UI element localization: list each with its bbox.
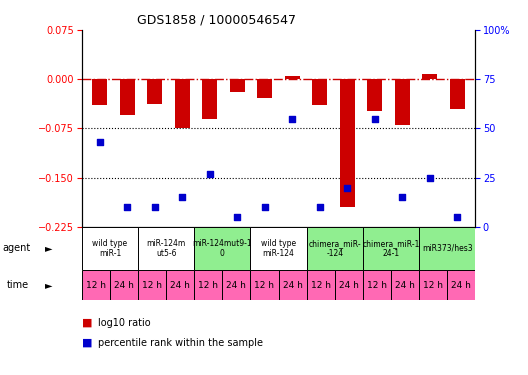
Bar (110, 270, 138, 300)
Text: log10 ratio: log10 ratio (98, 318, 150, 327)
Text: percentile rank within the sample: percentile rank within the sample (98, 338, 263, 348)
Bar (447, 270, 475, 300)
Bar (82, 270, 110, 300)
Text: 24 h: 24 h (282, 280, 303, 290)
Bar (202, 79, 218, 118)
Point (205, 171, 214, 177)
Point (316, 204, 324, 210)
Point (260, 204, 269, 210)
Bar (419, 270, 447, 300)
Bar (307, 270, 335, 300)
Text: 24 h: 24 h (227, 280, 246, 290)
Text: 24 h: 24 h (170, 280, 190, 290)
Bar (422, 74, 437, 79)
Point (343, 184, 352, 190)
Text: 24 h: 24 h (451, 280, 471, 290)
Text: 12 h: 12 h (367, 280, 387, 290)
Point (371, 116, 379, 122)
Bar (335, 270, 363, 300)
Bar (450, 79, 465, 109)
Text: 12 h: 12 h (310, 280, 331, 290)
Bar (395, 79, 410, 125)
Bar (147, 79, 162, 104)
Point (233, 214, 241, 220)
Text: time: time (6, 280, 29, 290)
Bar (340, 79, 355, 207)
Text: 12 h: 12 h (86, 280, 106, 290)
Point (123, 204, 131, 210)
Point (426, 175, 434, 181)
Text: ■: ■ (82, 318, 92, 327)
Text: chimera_miR-
-124: chimera_miR- -124 (308, 239, 361, 258)
Text: wild type
miR-1: wild type miR-1 (92, 239, 127, 258)
Bar (363, 270, 391, 300)
Text: 12 h: 12 h (423, 280, 443, 290)
Bar (120, 79, 135, 116)
Text: miR373/hes3: miR373/hes3 (422, 244, 473, 253)
Text: wild type
miR-124: wild type miR-124 (261, 239, 296, 258)
Bar (138, 227, 194, 270)
Point (288, 116, 297, 122)
Bar (82, 227, 138, 270)
Bar (194, 270, 222, 300)
Text: chimera_miR-1
24-1: chimera_miR-1 24-1 (362, 239, 420, 258)
Point (398, 194, 407, 200)
Text: miR-124m
ut5-6: miR-124m ut5-6 (146, 239, 186, 258)
Text: 12 h: 12 h (254, 280, 275, 290)
Point (178, 194, 186, 200)
Bar (92, 79, 107, 105)
Text: GDS1858 / 10000546547: GDS1858 / 10000546547 (137, 13, 296, 26)
Text: 24 h: 24 h (114, 280, 134, 290)
Bar (138, 270, 166, 300)
Text: ■: ■ (82, 338, 92, 348)
Bar (250, 270, 279, 300)
Text: 12 h: 12 h (142, 280, 162, 290)
Bar (391, 270, 419, 300)
Bar (166, 270, 194, 300)
Bar (312, 79, 327, 105)
Text: 24 h: 24 h (395, 280, 415, 290)
Bar (367, 79, 382, 111)
Point (453, 214, 461, 220)
Bar (307, 227, 363, 270)
Point (96, 139, 104, 145)
Bar (279, 270, 307, 300)
Text: ►: ► (45, 243, 52, 254)
Bar (250, 227, 307, 270)
Bar (230, 79, 245, 92)
Bar (175, 79, 190, 128)
Bar (222, 270, 250, 300)
Point (150, 204, 159, 210)
Text: agent: agent (3, 243, 31, 254)
Bar (363, 227, 419, 270)
Text: 24 h: 24 h (339, 280, 359, 290)
Text: 12 h: 12 h (199, 280, 218, 290)
Bar (194, 227, 250, 270)
Bar (419, 227, 475, 270)
Bar (257, 79, 272, 98)
Bar (285, 76, 300, 79)
Text: ►: ► (45, 280, 52, 290)
Text: miR-124mut9-1
0: miR-124mut9-1 0 (193, 239, 252, 258)
